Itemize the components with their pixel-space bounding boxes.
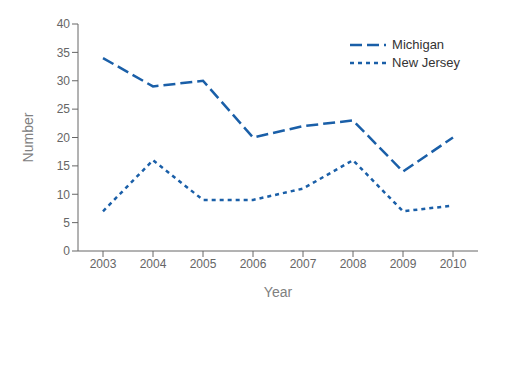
- svg-text:2008: 2008: [340, 257, 367, 271]
- svg-text:15: 15: [57, 159, 71, 173]
- html-text:Michigan: Michigan: [392, 37, 445, 52]
- svg-text:2006: 2006: [240, 257, 267, 271]
- html-text:New Jersey: New Jersey: [392, 55, 460, 70]
- svg-text:25: 25: [57, 102, 71, 116]
- svg-text:20: 20: [57, 131, 71, 145]
- svg-text:10: 10: [57, 188, 71, 202]
- svg-text:2004: 2004: [140, 257, 167, 271]
- svg-text:40: 40: [57, 17, 71, 31]
- svg-text:2003: 2003: [90, 257, 117, 271]
- svg-text:2010: 2010: [440, 257, 467, 271]
- svg-text:30: 30: [57, 74, 71, 88]
- svg-text:Year: Year: [264, 284, 293, 300]
- svg-text:2009: 2009: [390, 257, 417, 271]
- svg-text:Number: Number: [20, 112, 36, 162]
- svg-text:35: 35: [57, 46, 71, 60]
- svg-text:2005: 2005: [190, 257, 217, 271]
- svg-text:2007: 2007: [290, 257, 317, 271]
- svg-text:0: 0: [63, 244, 70, 258]
- svg-text:5: 5: [63, 216, 70, 230]
